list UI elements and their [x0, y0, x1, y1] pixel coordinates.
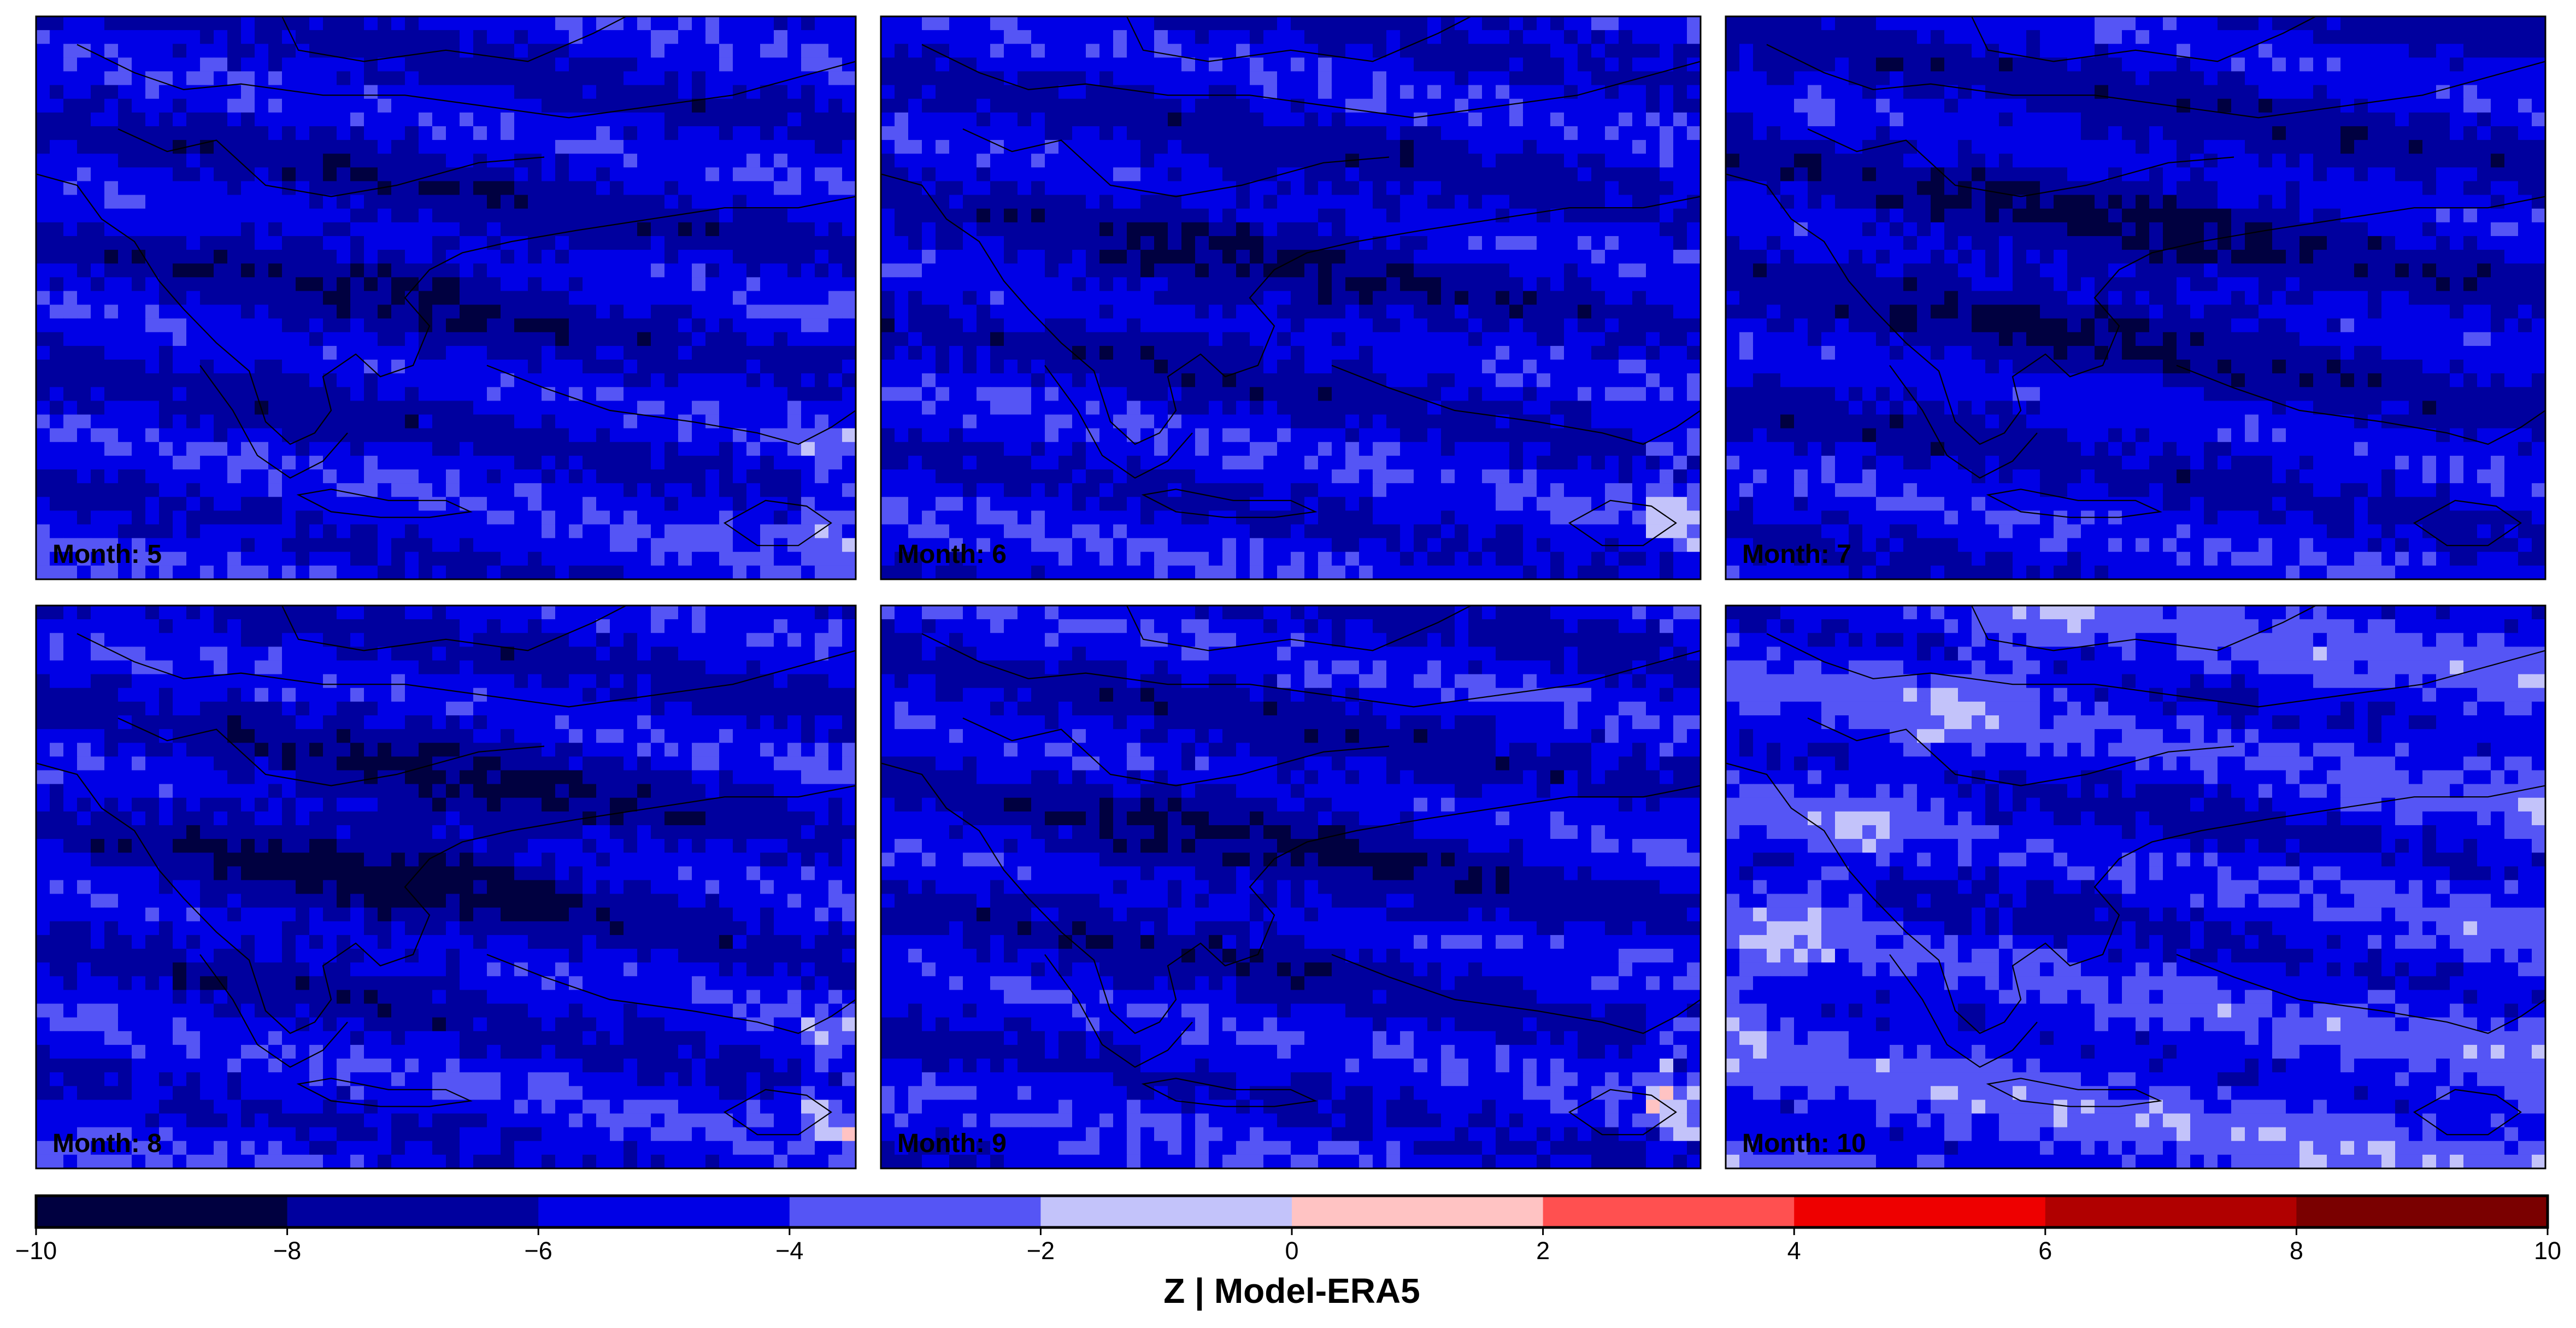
colorbar-tick-label: 6 — [2038, 1237, 2052, 1265]
colorbar-tick-label: 10 — [2534, 1237, 2561, 1265]
anomaly-grid — [36, 16, 856, 580]
colorbar-tick-label: 0 — [1285, 1237, 1298, 1265]
colorbar-bin — [36, 1196, 288, 1227]
panel-label: Month: 7 — [1742, 540, 1851, 569]
colorbar-bin — [2045, 1196, 2297, 1227]
panel-frame — [1725, 604, 2546, 1170]
colorbar: −10 −8 −6 −4 −2 0 2 4 6 8 10 Z | Model-ERA5 — [15, 1194, 2561, 1311]
coastline — [881, 606, 1701, 1135]
anomaly-grid — [881, 16, 1701, 580]
panel-frame — [880, 15, 1702, 580]
panel-frame — [35, 604, 857, 1170]
colorbar-bin — [1040, 1196, 1292, 1227]
panel-frame — [35, 15, 857, 580]
map-panel-month-9: Month: 9 — [881, 606, 1701, 1169]
coastline — [36, 16, 856, 545]
colorbar-bin — [538, 1196, 790, 1227]
anomaly-grid — [1726, 16, 2546, 580]
panel-label: Month: 10 — [1742, 1129, 1866, 1158]
panel-label: Month: 5 — [52, 540, 162, 569]
coastline — [1726, 606, 2545, 1135]
panel-label: Month: 9 — [897, 1129, 1007, 1158]
coastline — [881, 16, 1701, 545]
colorbar-bins — [36, 1196, 2548, 1227]
colorbar-bin — [1794, 1196, 2046, 1227]
coastline — [1726, 16, 2545, 545]
map-panel-month-7: Month: 7 — [1726, 16, 2546, 580]
map-panel-month-8: Month: 8 — [36, 606, 856, 1169]
colorbar-bin — [1543, 1196, 1795, 1227]
colorbar-tick-label: −6 — [525, 1237, 552, 1265]
panel-label: Month: 8 — [52, 1129, 162, 1158]
map-panel-month-5: Month: 5 — [36, 16, 856, 580]
colorbar-tick-label: 4 — [1787, 1237, 1801, 1265]
map-panels: Month: 5 Month: 6 Month: 7 Month: 8 Month: 9… — [36, 16, 2546, 1169]
map-panel-month-10: Month: 10 — [1726, 606, 2546, 1169]
colorbar-tick-label: −8 — [273, 1237, 301, 1265]
colorbar-tick-label: −2 — [1027, 1237, 1055, 1265]
coastline — [36, 606, 856, 1135]
colorbar-bin — [2296, 1196, 2548, 1227]
colorbar-tick-label: 2 — [1536, 1237, 1550, 1265]
colorbar-tick-label: −10 — [15, 1237, 57, 1265]
colorbar-tick-label: −4 — [775, 1237, 803, 1265]
panel-label: Month: 6 — [897, 540, 1007, 569]
colorbar-bin — [1292, 1196, 1544, 1227]
anomaly-grid — [36, 606, 856, 1169]
map-panel-month-6: Month: 6 — [881, 16, 1701, 580]
anomaly-grid — [881, 606, 1701, 1169]
colorbar-ticks: −10 −8 −6 −4 −2 0 2 4 6 8 10 — [15, 1227, 2561, 1265]
anomaly-grid — [1726, 606, 2546, 1169]
panel-frame — [880, 604, 1702, 1170]
colorbar-bin — [287, 1196, 539, 1227]
colorbar-bin — [789, 1196, 1041, 1227]
colorbar-title: Z | Model-ERA5 — [1163, 1271, 1420, 1311]
panel-frame — [1725, 15, 2546, 580]
colorbar-tick-label: 8 — [2290, 1237, 2303, 1265]
